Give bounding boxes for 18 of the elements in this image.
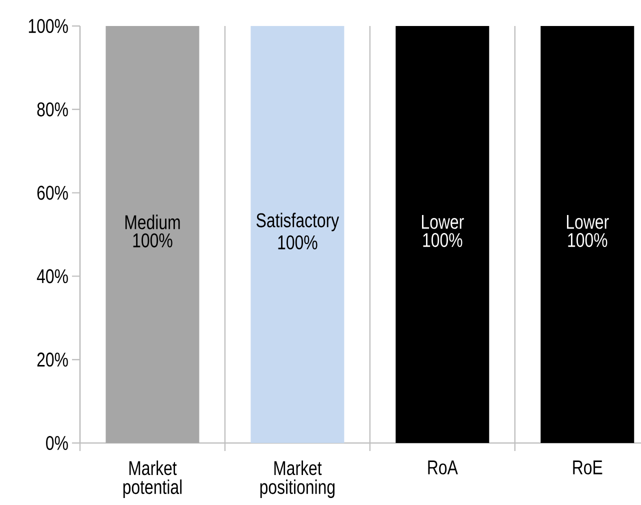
y-tick-label: 0% [46,436,68,450]
x-tick-label: Market potential [123,460,182,498]
data-label: 100% [278,235,318,250]
annotation: Lower [422,215,464,229]
data-label: 100% [133,233,172,248]
y-tick-label: 60% [37,186,68,200]
y-tick-label: 20% [37,352,68,367]
y-tick-label: 100% [28,18,68,34]
annotation: Medium [125,214,180,230]
annotation: Satisfactory [256,212,340,232]
x-tick-label: RoE [573,460,602,474]
y-tick-label: 40% [36,269,68,284]
x-tick-label: RoA [428,460,458,474]
y-tick-label: 80% [37,102,68,116]
data-label: 100% [568,232,608,248]
annotation: Lower [566,215,609,229]
data-label: 100% [423,232,462,248]
x-tick-label: Market positioning [260,460,335,498]
